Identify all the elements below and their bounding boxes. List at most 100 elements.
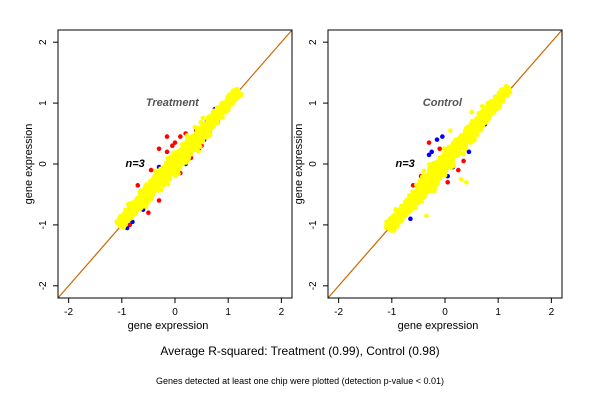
data-point bbox=[233, 87, 239, 92]
data-point bbox=[433, 177, 439, 183]
data-point bbox=[496, 106, 501, 111]
data-point bbox=[469, 109, 474, 115]
data-point bbox=[428, 175, 434, 180]
data-point bbox=[459, 142, 465, 147]
data-point bbox=[410, 200, 416, 206]
data-point bbox=[429, 149, 435, 155]
data-point bbox=[130, 203, 136, 208]
data-point bbox=[420, 185, 425, 191]
data-point bbox=[185, 158, 191, 163]
data-point bbox=[497, 95, 503, 100]
data-point bbox=[440, 134, 445, 139]
data-point bbox=[171, 160, 177, 165]
data-point bbox=[151, 181, 156, 186]
data-point bbox=[165, 182, 171, 187]
data-point bbox=[169, 153, 175, 159]
data-point bbox=[178, 149, 184, 155]
data-point bbox=[462, 146, 468, 152]
data-point bbox=[211, 119, 216, 124]
data-point bbox=[396, 211, 402, 216]
data-point bbox=[448, 159, 453, 165]
data-point bbox=[437, 171, 443, 177]
data-point bbox=[408, 216, 413, 222]
data-point bbox=[137, 195, 142, 200]
data-point bbox=[159, 187, 164, 193]
data-point bbox=[392, 220, 398, 226]
data-point bbox=[438, 157, 443, 162]
data-point bbox=[198, 129, 203, 134]
data-point bbox=[463, 179, 469, 185]
data-point bbox=[461, 152, 467, 157]
data-point bbox=[492, 97, 498, 103]
data-point bbox=[175, 158, 181, 163]
data-point bbox=[442, 149, 448, 154]
y-tick-label: -2 bbox=[38, 281, 49, 290]
data-point bbox=[206, 114, 212, 120]
data-cloud bbox=[383, 83, 513, 233]
data-point bbox=[392, 213, 398, 218]
data-point bbox=[429, 170, 435, 175]
data-point bbox=[122, 214, 128, 220]
data-point bbox=[231, 94, 237, 99]
data-point bbox=[462, 138, 468, 144]
data-point bbox=[442, 155, 448, 160]
n-label: n=3 bbox=[125, 158, 144, 170]
x-tick-label: 0 bbox=[172, 307, 178, 318]
y-tick-label: 1 bbox=[308, 100, 319, 106]
data-point bbox=[144, 182, 149, 187]
data-point bbox=[135, 183, 141, 188]
data-point bbox=[437, 176, 443, 181]
data-point bbox=[172, 173, 178, 179]
data-point bbox=[149, 196, 154, 201]
data-point bbox=[176, 155, 181, 160]
data-point bbox=[139, 205, 144, 210]
data-point bbox=[479, 120, 485, 125]
data-point bbox=[185, 145, 191, 151]
data-point bbox=[457, 134, 463, 140]
data-point bbox=[155, 175, 160, 181]
data-point bbox=[164, 134, 170, 139]
data-point bbox=[444, 159, 450, 165]
data-point bbox=[384, 219, 389, 225]
caption-main: Average R-squared: Treatment (0.99), Con… bbox=[160, 344, 440, 358]
data-point bbox=[170, 143, 175, 149]
data-point bbox=[214, 109, 219, 115]
data-point bbox=[412, 196, 417, 202]
data-point bbox=[194, 126, 200, 131]
data-point bbox=[172, 140, 178, 145]
data-point bbox=[178, 134, 183, 139]
data-point bbox=[424, 175, 430, 181]
data-point bbox=[473, 131, 478, 137]
data-point bbox=[426, 140, 432, 145]
data-point bbox=[401, 205, 407, 211]
x-tick-label: -2 bbox=[334, 307, 343, 318]
x-tick-label: -2 bbox=[64, 307, 73, 318]
data-point bbox=[387, 222, 393, 228]
y-tick-label: 0 bbox=[308, 161, 319, 167]
data-point bbox=[195, 144, 200, 149]
data-point bbox=[198, 120, 204, 125]
data-point bbox=[158, 178, 163, 184]
data-point bbox=[495, 101, 500, 106]
data-point bbox=[417, 178, 423, 184]
data-point bbox=[207, 132, 212, 138]
data-point bbox=[412, 205, 418, 211]
data-point bbox=[191, 137, 197, 143]
data-point bbox=[485, 111, 490, 116]
data-point bbox=[425, 179, 430, 184]
data-point bbox=[127, 222, 133, 228]
data-point bbox=[451, 154, 457, 159]
data-point bbox=[503, 91, 508, 97]
data-point bbox=[432, 189, 437, 194]
data-point bbox=[458, 176, 464, 182]
chart-panel-1: -2 -1 0 1 2 -2 -1 0 1 2 gene expression gene expres… bbox=[23, 29, 293, 332]
data-point bbox=[466, 149, 472, 155]
data-point bbox=[399, 218, 405, 224]
data-point bbox=[490, 103, 495, 108]
data-point bbox=[217, 106, 222, 111]
panel-label: Treatment bbox=[146, 97, 200, 109]
n-label: n=3 bbox=[395, 158, 414, 170]
data-point bbox=[491, 109, 497, 114]
data-point bbox=[442, 170, 447, 176]
